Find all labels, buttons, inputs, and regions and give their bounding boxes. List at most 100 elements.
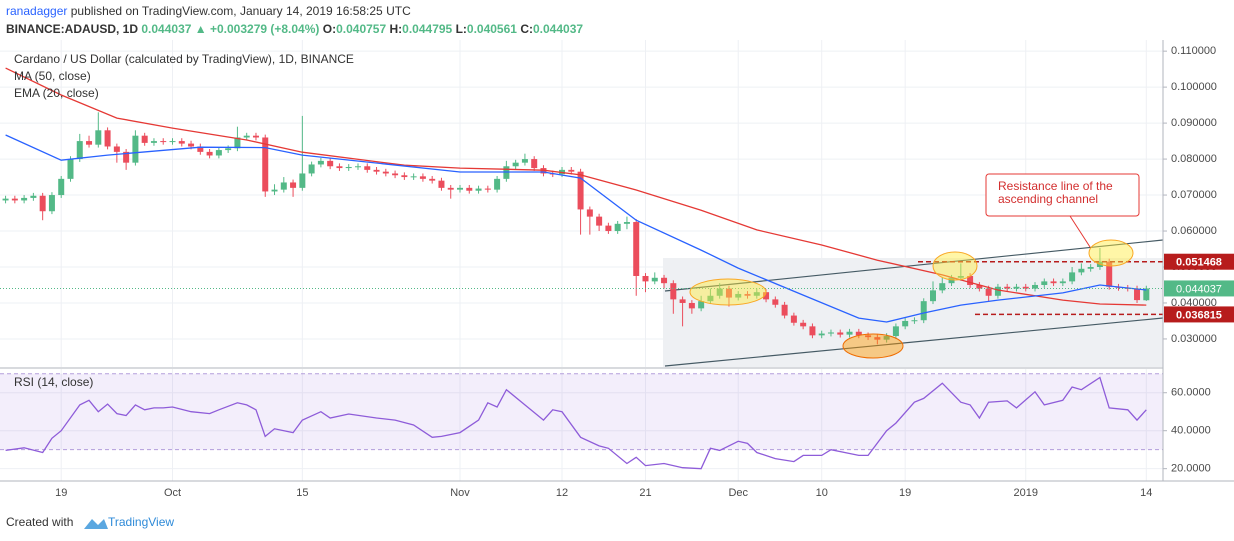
candle-body: [141, 135, 148, 143]
candle-body: [874, 337, 881, 340]
highlights: Resistance line of the ascending channel: [689, 173, 1140, 359]
candle-body: [188, 143, 195, 147]
candle-body: [11, 198, 18, 201]
candle-body: [123, 151, 130, 163]
published: published on TradingView.com, January 14…: [71, 4, 411, 18]
header-line: ranadagger published on TradingView.com,…: [6, 4, 411, 18]
change: ▲ +0.003279 (+8.04%): [195, 22, 320, 36]
candle-body: [21, 197, 28, 201]
candle-body: [568, 169, 575, 172]
x-tick-label: Oct: [164, 487, 181, 499]
callout-pointer: [1069, 215, 1091, 248]
rsi-pane: [0, 373, 1163, 470]
candle-body: [317, 160, 324, 165]
candle-body: [169, 141, 176, 143]
candle-body: [698, 301, 705, 309]
candle-body: [735, 293, 742, 298]
candle-body: [753, 292, 760, 296]
candle-body: [373, 169, 380, 172]
x-tick-label: 2019: [1013, 487, 1037, 499]
candle-body: [790, 315, 797, 323]
footer: Created with TradingView: [6, 515, 174, 529]
candle-body: [633, 222, 640, 276]
candle-body: [354, 166, 361, 168]
candle-body: [401, 175, 408, 178]
candle-body: [327, 160, 334, 167]
candle-body: [132, 135, 139, 163]
candle-body: [772, 299, 779, 305]
y-tick-label: 0.060000: [1171, 225, 1217, 237]
candle-body: [902, 320, 909, 327]
candle-body: [846, 331, 853, 335]
candle-body: [521, 159, 528, 163]
x-tick-label: Dec: [728, 487, 748, 499]
last-price-label: 0.044037: [1176, 283, 1222, 295]
candle-body: [855, 331, 862, 336]
candle-body: [308, 164, 315, 174]
candle-body: [531, 159, 538, 169]
candle-body: [892, 326, 899, 337]
highlight: [842, 333, 904, 359]
legend-entry: EMA (20, close): [14, 86, 99, 100]
candle-body: [206, 151, 213, 156]
candle-body: [243, 135, 250, 138]
candle-body: [410, 176, 417, 178]
symbol-line: BINANCE:ADAUSD, 1D 0.044037 ▲ +0.003279 …: [6, 22, 583, 36]
candle-body: [614, 223, 621, 232]
footer-brand[interactable]: TradingView: [108, 515, 174, 529]
candle-body: [688, 302, 695, 309]
highlight: [1088, 239, 1134, 267]
candle-body: [716, 288, 723, 296]
candle-body: [929, 290, 936, 302]
author[interactable]: ranadagger: [6, 4, 67, 18]
candle-body: [883, 336, 890, 340]
candle-body: [661, 277, 668, 284]
candle-body: [1050, 281, 1057, 284]
candle-body: [39, 195, 46, 212]
legend-entry: RSI (14, close): [14, 375, 93, 389]
price-label: 0.051468: [1176, 257, 1222, 269]
candle-body: [290, 182, 297, 188]
candle-body: [234, 137, 241, 149]
candle-body: [160, 141, 167, 143]
ohlc-value: 0.044795: [402, 22, 452, 36]
overlay: Cardano / US Dollar (calculated by Tradi…: [0, 40, 1234, 499]
candle-body: [605, 225, 612, 232]
candle-body: [1143, 288, 1150, 301]
channel-line: [664, 239, 1163, 292]
candle-body: [178, 141, 185, 144]
candle-body: [67, 159, 74, 179]
ohlc-label: L:: [456, 22, 467, 36]
candle-body: [911, 320, 918, 322]
candle-body: [781, 304, 788, 316]
callout-box: [985, 173, 1140, 217]
candle-body: [707, 295, 714, 302]
candle-body: [948, 277, 955, 284]
candle-body: [86, 141, 93, 145]
candle-body: [438, 180, 445, 188]
candle-body: [1059, 281, 1066, 284]
candle-body: [967, 275, 974, 285]
candle-body: [215, 150, 222, 156]
last-price-box: [1164, 280, 1234, 297]
ohlc-value: 0.044037: [533, 22, 583, 36]
candle-body: [837, 332, 844, 335]
callout-text: Resistance line of the: [998, 179, 1113, 193]
candle-body: [2, 198, 9, 201]
candle-body: [512, 162, 519, 167]
candle-body: [985, 288, 992, 296]
candle-body: [763, 292, 770, 300]
ohlc-label: O:: [323, 22, 336, 36]
candle-body: [577, 171, 584, 210]
candle-body: [679, 299, 686, 303]
x-tick-label: 15: [296, 487, 308, 499]
candle-body: [596, 216, 603, 226]
candle-body: [744, 293, 751, 296]
y-tick-label: 40.0000: [1171, 425, 1211, 437]
candle-body: [920, 301, 927, 321]
candle-body: [957, 275, 964, 278]
candle-body: [1134, 288, 1141, 301]
candle-body: [1087, 266, 1094, 269]
y-tick-label: 0.110000: [1171, 45, 1216, 57]
candle-body: [1022, 286, 1029, 289]
